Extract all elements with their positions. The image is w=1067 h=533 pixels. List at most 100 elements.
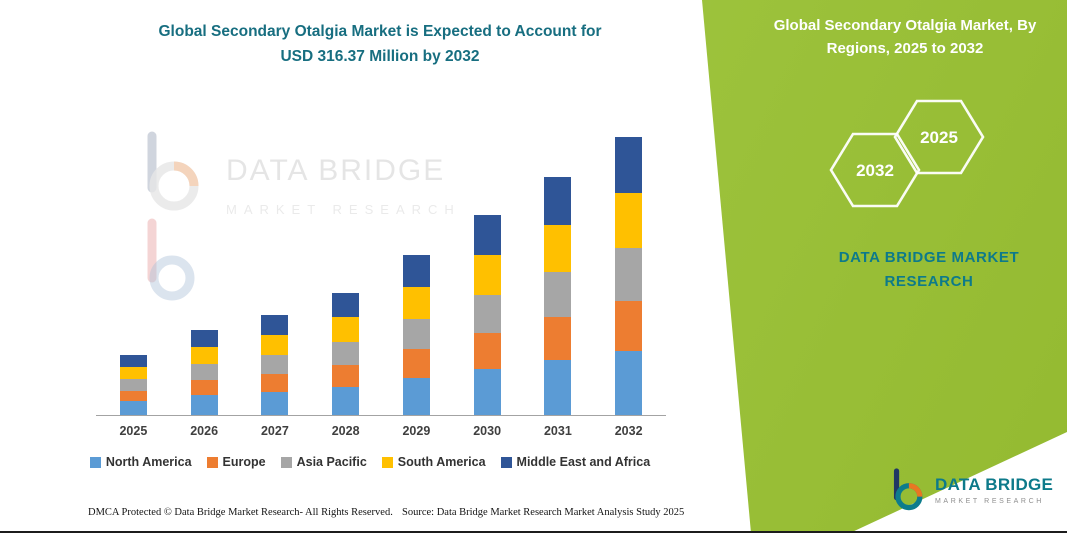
logo-brand-name: DATA BRIDGE (935, 475, 1054, 494)
bar-segment (190, 346, 218, 364)
bar-chart-plot (98, 135, 664, 415)
bar-column (310, 135, 381, 415)
bar-column (240, 135, 311, 415)
bar-segment (615, 137, 643, 193)
bar-stack (615, 137, 643, 415)
bar-segment (261, 314, 289, 335)
x-axis-label: 2029 (402, 424, 431, 438)
bar-segment (473, 254, 501, 295)
x-axis-labels: 2025 2026 2027 2028 2029 2030 2031 2032 (98, 424, 664, 438)
bar-stack (332, 292, 360, 415)
bar-segment (261, 373, 289, 392)
logo-text-block: DATA BRIDGE MARKET RESEARCH (935, 475, 1053, 505)
bar-segment (615, 301, 643, 352)
hexagon-2025 (893, 99, 985, 175)
bar-segment (473, 214, 501, 255)
chart-title-line2: USD 316.37 Million by 2032 (280, 47, 480, 65)
bar-stack (473, 214, 501, 415)
legend-swatch (381, 456, 393, 468)
watermark-line2: MARKET RESEARCH (226, 202, 461, 217)
x-axis-label: 2030 (473, 424, 502, 438)
bar-stack (544, 176, 572, 415)
bar-segment (473, 332, 501, 369)
watermark-logo-icon (147, 131, 199, 301)
bar-segment (473, 368, 501, 415)
panel-title-line2: Regions, 2025 to 2032 (826, 40, 984, 58)
bar-segment (402, 378, 430, 415)
bar-column (381, 135, 452, 415)
x-axis-label: 2032 (614, 424, 643, 438)
bar-segment (615, 351, 643, 415)
bar-segment (473, 294, 501, 333)
bar-segment (332, 292, 360, 318)
logo-brand-subtitle: MARKET RESEARCH (935, 498, 1044, 505)
bar-stack (190, 329, 218, 415)
bar-segment (119, 355, 147, 368)
x-axis-label: 2026 (190, 424, 219, 438)
brand-line1: DATA BRIDGE MARKET (838, 249, 1020, 266)
chart-title: Global Secondary Otalgia Market is Expec… (58, 20, 702, 70)
x-axis-label: 2025 (119, 424, 148, 438)
bar-column (523, 135, 594, 415)
bar-segment (190, 329, 218, 347)
bar-column (593, 135, 664, 415)
legend-label: Europe (222, 455, 266, 469)
bar-segment (544, 176, 572, 225)
bar-segment (402, 255, 430, 288)
brand-line2: RESEARCH (884, 273, 974, 290)
legend-item: Middle East and Africa (500, 455, 651, 469)
bar-segment (544, 360, 572, 415)
watermark-text: DATA BRIDGE MARKET RESEARCH (226, 128, 461, 333)
legend-swatch (500, 456, 512, 468)
company-logo: DATA BRIDGE MARKET RESEARCH (888, 466, 1053, 514)
x-axis-line (96, 415, 666, 416)
x-axis-label: 2027 (260, 424, 289, 438)
legend-item: South America (381, 455, 486, 469)
bar-stack (402, 255, 430, 415)
bar-segment (190, 363, 218, 381)
bar-segment (261, 391, 289, 415)
bar-segment (402, 287, 430, 319)
bar-segment (261, 334, 289, 355)
bar-segment (332, 317, 360, 342)
legend-swatch (89, 456, 101, 468)
chart-title-line1: Global Secondary Otalgia Market is Expec… (158, 23, 602, 40)
year-hexagons: 2032 2025 (829, 99, 985, 208)
bar-segment (402, 318, 430, 350)
brand-text-teal: DATA BRIDGE MARKET RESEARCH (793, 246, 1065, 294)
hexagon-2032-label: 2032 (856, 161, 894, 180)
bar-column (452, 135, 523, 415)
source-note: Source: Data Bridge Market Research Mark… (402, 507, 685, 518)
bar-segment (544, 224, 572, 273)
bar-segment (402, 349, 430, 379)
panel-title: Global Secondary Otalgia Market, By Regi… (752, 14, 1058, 61)
bar-segment (544, 272, 572, 318)
bar-column (98, 135, 169, 415)
bar-segment (261, 354, 289, 374)
watermark-line1: DATA BRIDGE (226, 154, 446, 187)
x-axis-label: 2028 (331, 424, 360, 438)
legend-item: Asia Pacific (280, 455, 367, 469)
legend-label: Middle East and Africa (516, 455, 651, 469)
legend-item: Europe (206, 455, 266, 469)
bar-segment (119, 401, 147, 415)
chart-legend: North America Europe Asia Pacific South Ame… (50, 455, 690, 469)
bar-stack (261, 314, 289, 415)
logo-mark-icon (893, 468, 923, 511)
legend-item: North America (89, 455, 192, 469)
bar-segment (190, 380, 218, 396)
bar-column (169, 135, 240, 415)
dmca-note: DMCA Protected © Data Bridge Market Rese… (88, 507, 393, 518)
legend-swatch (206, 456, 218, 468)
bar-segment (119, 379, 147, 391)
legend-label: South America (397, 455, 486, 469)
panel-title-line1: Global Secondary Otalgia Market, By (773, 17, 1037, 34)
bar-segment (119, 390, 147, 402)
legend-label: North America (105, 455, 192, 469)
bar-segment (544, 317, 572, 361)
legend-swatch (280, 456, 292, 468)
bar-segment (615, 248, 643, 302)
bar-segment (190, 395, 218, 415)
